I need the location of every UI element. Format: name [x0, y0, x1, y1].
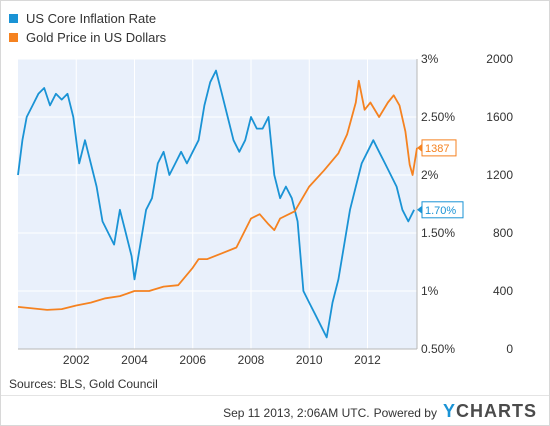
x-tick-label: 2010	[296, 353, 323, 367]
y-tick-label-right: 1200	[486, 168, 513, 182]
series-line-inflation	[17, 69, 415, 339]
footer: Sep 11 2013, 2:06AM UTC. Powered by YCHA…	[223, 401, 537, 422]
end-label-pointer	[417, 143, 422, 152]
legend: US Core Inflation Rate Gold Price in US …	[9, 9, 166, 47]
end-label-pointer	[417, 205, 422, 214]
timestamp: Sep 11 2013, 2:06AM UTC.	[223, 406, 370, 420]
y-tick-label-left: 0.50%	[421, 342, 455, 356]
series-line-gold	[17, 79, 418, 311]
y-tick-label-right: 800	[493, 226, 513, 240]
end-label-inflation: 1.70%	[417, 201, 464, 219]
y-tick-label-right: 1600	[486, 110, 513, 124]
y-tick-label-left: 3%	[421, 52, 439, 66]
footer-divider	[1, 395, 549, 396]
x-tick-label: 2004	[121, 353, 148, 367]
end-label-text: 1.70%	[425, 205, 456, 217]
legend-item-gold[interactable]: Gold Price in US Dollars	[9, 28, 166, 47]
y-tick-label-right: 0	[506, 342, 513, 356]
y-tick-label-left: 2%	[421, 168, 439, 182]
chart-area: 3% 2000 2.50% 1600 2% 1200 1.50% 800 1% 400 0.50% 0…	[17, 52, 513, 367]
x-tick-label: 2006	[179, 353, 206, 367]
plot-background	[18, 59, 417, 349]
sources-text: Sources: BLS, Gold Council	[9, 377, 158, 391]
legend-swatch-inflation	[9, 14, 18, 23]
legend-swatch-gold	[9, 33, 18, 42]
x-tick-label: 2008	[238, 353, 265, 367]
y-tick-label-left: 2.50%	[421, 110, 455, 124]
x-tick-label: 2002	[63, 353, 90, 367]
y-tick-label-right: 400	[493, 284, 513, 298]
legend-label-inflation: US Core Inflation Rate	[26, 11, 157, 26]
y-tick-label-left: 1.50%	[421, 226, 455, 240]
ycharts-logo[interactable]: YCHARTS	[443, 401, 537, 422]
legend-item-inflation[interactable]: US Core Inflation Rate	[9, 9, 166, 28]
x-tick-label: 2012	[354, 353, 381, 367]
powered-by-text: Powered by	[373, 406, 437, 420]
end-label-text: 1387	[425, 143, 449, 155]
ycharts-logo-text: CHARTS	[456, 401, 537, 421]
y-tick-label-left: 1%	[421, 284, 439, 298]
end-label-box	[421, 201, 464, 219]
end-label-gold: 1387	[417, 139, 457, 157]
legend-label-gold: Gold Price in US Dollars	[26, 30, 167, 45]
ycharts-logo-y: Y	[442, 401, 456, 421]
end-label-box	[421, 139, 457, 157]
y-tick-label-right: 2000	[486, 52, 513, 66]
